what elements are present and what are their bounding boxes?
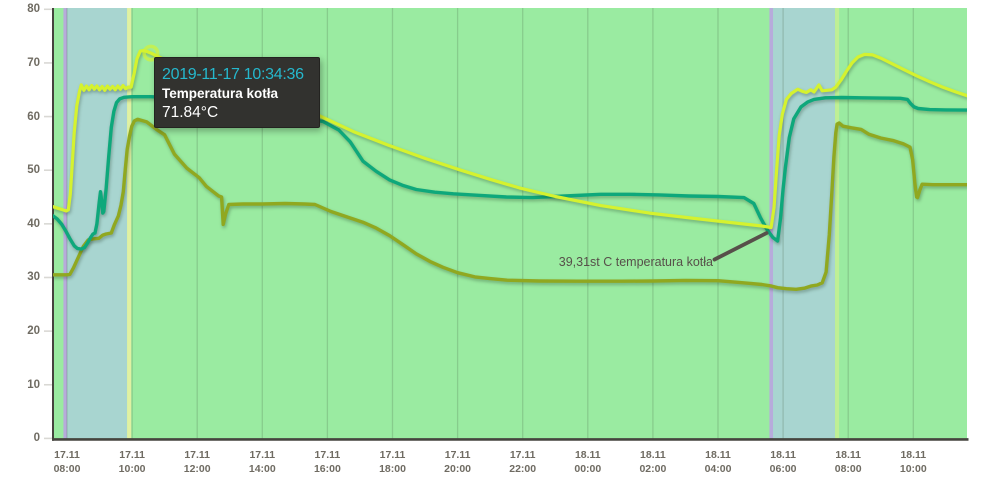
x-axis-label-17.11-12:00: 17.11 12:00 [183,449,211,475]
y-axis-label-10: 10 [27,378,40,391]
y-axis-label-50: 50 [27,164,40,177]
hover-point-ring [142,44,160,62]
tooltip-datetime: 2019-11-17 10:34:36 [162,66,304,83]
y-axis-label-40: 40 [27,217,40,230]
tooltip: 2019-11-17 10:34:36 Temperatura kotła 71… [154,57,320,128]
x-axis-label-17.11-22:00: 17.11 22:00 [509,449,537,475]
hover-marker [142,44,160,62]
annotation-connector [712,231,769,262]
x-axis-label-17.11-20:00: 17.11 20:00 [444,449,472,475]
annotation-label: 39,31st C temperatura kotła [558,255,713,269]
x-axis-label-17.11-08:00: 17.11 08:00 [53,449,81,475]
y-axis-label-0: 0 [33,432,40,445]
x-axis-label-17.11-14:00: 17.11 14:00 [248,449,276,475]
annotation-line [712,231,769,262]
y-axis-label-20: 20 [27,325,40,338]
series-teal [53,95,967,251]
x-axis-label-17.11-10:00: 17.11 10:00 [118,449,146,475]
x-axis-label-18.11-08:00: 18.11 08:00 [834,449,862,475]
tooltip-value: 71.84°C [162,103,219,121]
tooltip-series-name: Temperatura kotła [162,85,279,101]
y-axis-label-30: 30 [27,271,40,284]
y-axis-label-60: 60 [27,110,40,123]
x-axis-label-18.11-06:00: 18.11 06:00 [769,449,797,475]
band-pale-edge-0 [127,8,132,439]
y-axis-label-80: 80 [27,3,40,16]
x-axis-label-18.11-02:00: 18.11 02:00 [639,449,667,475]
y-axis-label-70: 70 [27,56,40,69]
x-axis-label-17.11-16:00: 17.11 16:00 [313,449,341,475]
series-olive [53,117,967,291]
band-pale-edge-1 [835,8,840,439]
x-axis-label-18.11-10:00: 18.11 10:00 [899,449,927,475]
x-axis-label-18.11-04:00: 18.11 04:00 [704,449,732,475]
axes [44,8,969,441]
band-blue-1 [773,8,836,439]
x-axis-label-18.11-00:00: 18.11 00:00 [574,449,602,475]
band-purple-edge-0 [63,8,67,439]
x-axis-label-17.11-18:00: 17.11 18:00 [379,449,406,475]
